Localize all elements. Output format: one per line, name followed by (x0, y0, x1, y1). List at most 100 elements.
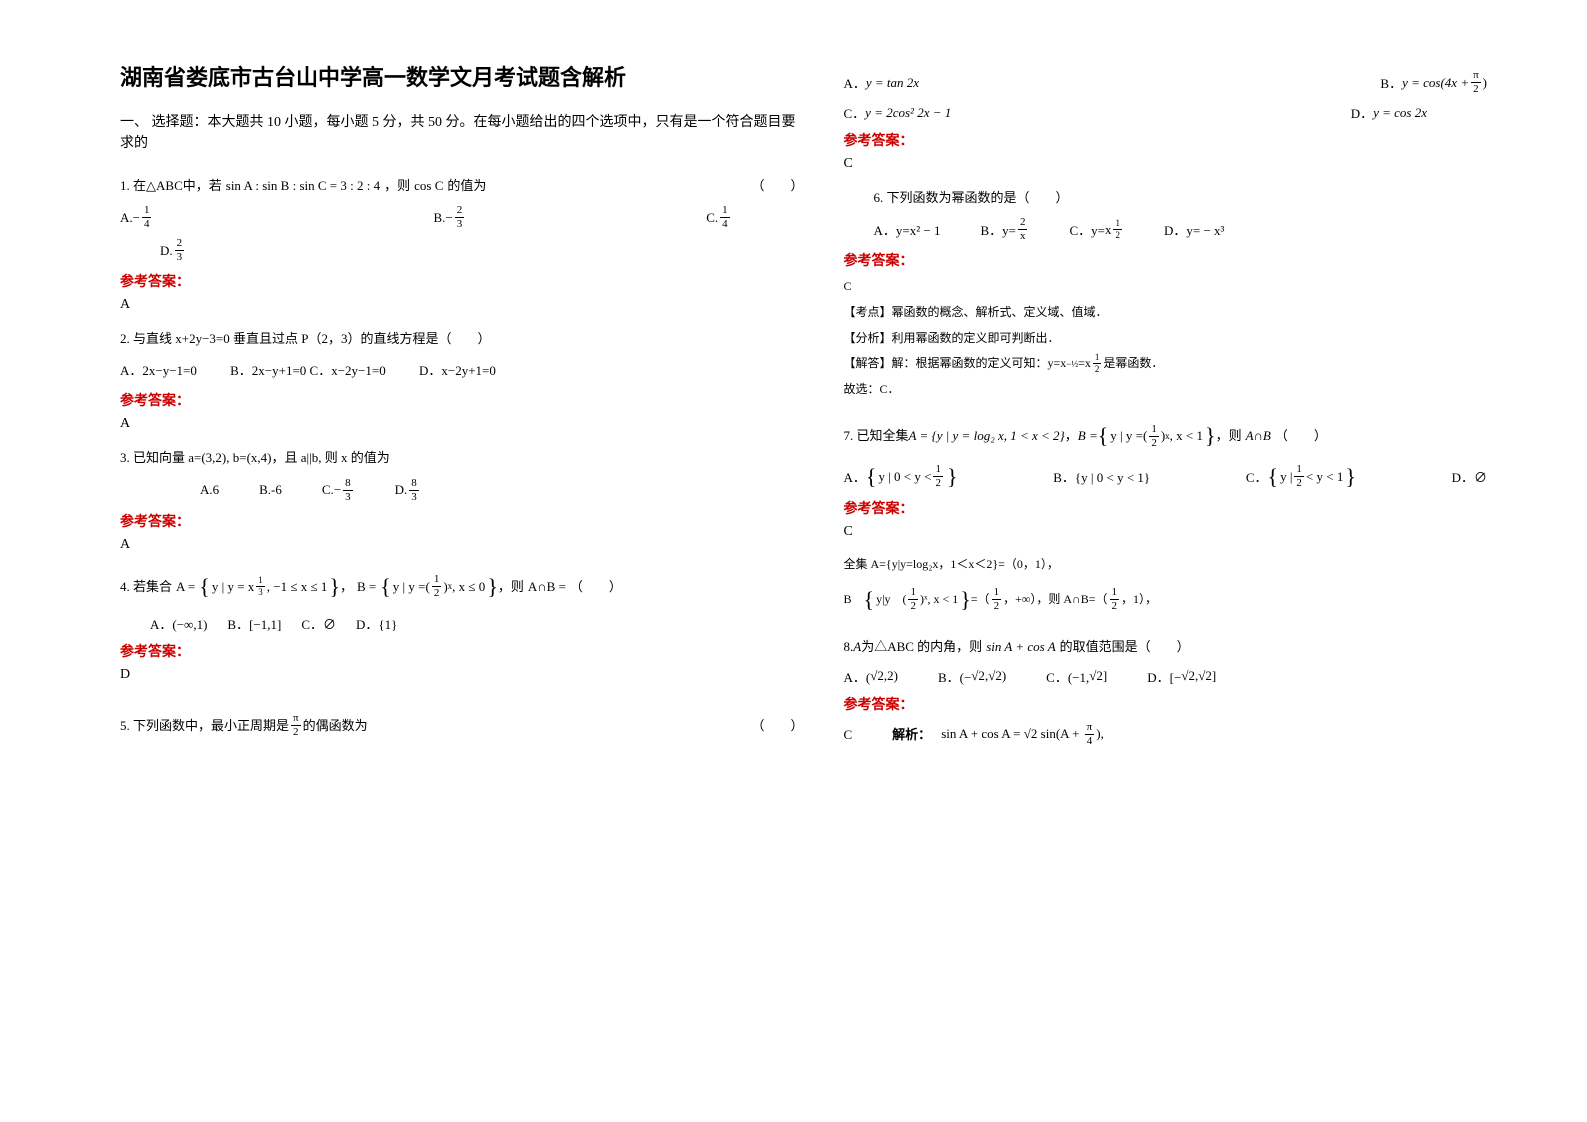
q6-C: C．y=x12 (1069, 219, 1124, 240)
q4-answer-label: 参考答案： (120, 641, 804, 661)
q8-optC: C．(−1,√2] (1046, 667, 1107, 686)
q3-C: C. − 83 (322, 478, 355, 503)
q2-D: D．x−2y+1=0 (419, 363, 496, 378)
q1-paren: （ ） (751, 174, 803, 197)
q1-B-sign: − (445, 210, 452, 226)
q1-stem: 1. 在 △ABC 中，若 sin A : sin B : sin C = 3 … (120, 174, 804, 197)
q4-Bset: y | y = (12)x , x ≤ 0 (380, 567, 498, 607)
q4-Blab: B = (357, 575, 376, 598)
q2-BC: B．2x−y+1=0 C．x−2y−1=0 (230, 363, 386, 378)
q2-answer: A (120, 416, 804, 432)
q8-optA: A．(√2,2) (844, 667, 898, 686)
q4-B-post: , x ≤ 0 (452, 575, 485, 598)
q5-paren: （ ） (751, 714, 803, 737)
q6-opts: A．y=x² − 1 B．y=2x C．y=x12 D．y= − x³ (874, 217, 1528, 242)
q4-A-exp: 13 (256, 576, 265, 597)
q1-optB: B. − 23 (433, 205, 466, 230)
q1-labD: D. (160, 243, 173, 259)
q4-optA: A．(−∞,1) (150, 614, 207, 633)
q3-labD: D. (395, 482, 408, 498)
q5-pre: 5. 下列函数中，最小正周期是 (120, 714, 289, 737)
q6-A: A．y=x² − 1 (874, 220, 941, 239)
q6-stem: 6. 下列函数为幂函数的是（ ） (874, 186, 1528, 209)
q6-D: D．y= − x³ (1164, 220, 1224, 239)
q4-A-post: , −1 ≤ x ≤ 1 (267, 575, 328, 598)
q8-stem: 8. A 为△ABC 的内角，则sin A + cos A 的取值范围是（ ） (844, 635, 1528, 658)
q1-options-row2: D. 23 (160, 238, 804, 263)
q3-stem: 3. 已知向量 a=(3,2), b=(x,4)，且 a||b, 则 x 的值为 (120, 446, 804, 469)
q2-A: A．2x−y−1=0 (120, 363, 197, 378)
q6-exp2: 【分析】利用幂函数的定义即可判断出． (844, 328, 1528, 350)
q6-answer-label: 参考答案： (844, 250, 1528, 270)
q7-line2: B y|y (12)ˣ, x < 1 =（12，+∞），则 A∩B=（12，1）… (844, 580, 1528, 620)
q7-answer: C (844, 524, 1528, 540)
q5-opts-row2: C．y = 2cos² 2x − 1 D．y = cos 2x (844, 103, 1528, 122)
q6-exp4: 故选：C． (844, 379, 1528, 401)
q6-ans: C (844, 276, 1528, 298)
q3-D-frac: 83 (409, 478, 419, 503)
q6-exp1: 【考点】幂函数的概念、解析式、定义域、值域． (844, 302, 1528, 324)
q4-tail: ，则 (498, 575, 524, 598)
q2-answer-label: 参考答案： (120, 390, 804, 410)
q4-opts: A．(−∞,1) B．[−1,1] C．∅ D．{1} (150, 614, 804, 633)
q1-target: cos C (414, 174, 443, 197)
q1-C-frac: 14 (720, 205, 730, 230)
q1-labC: C. (706, 210, 718, 226)
q3-D: D. 83 (395, 478, 421, 503)
q8-optB: B．(−√2,√2) (938, 667, 1006, 686)
q7-optA: A．y | 0 < y < 12 (844, 464, 958, 490)
q8-optD: D．[−√2,√2] (1147, 667, 1216, 686)
q5-stem: 5. 下列函数中，最小正周期是 π2 的偶函数为 （ ） (120, 713, 804, 738)
q1-optD: D. 23 (160, 238, 186, 263)
q5-period: π2 (291, 713, 301, 738)
q3-answer-label: 参考答案： (120, 511, 804, 531)
q7-optD: D．∅ (1452, 467, 1487, 486)
q5-answer-label: 参考答案： (844, 130, 1528, 150)
q7-lead: 7. 已知全集 (844, 424, 909, 447)
q7-Beq-pre: B = (1078, 424, 1098, 447)
q7-optC: C．y | 12 < y < 1 (1246, 464, 1356, 490)
q4-target: A∩B = (528, 575, 566, 598)
right-column: A．y = tan 2x B．y = cos(4x + π2) C．y = 2c… (824, 60, 1548, 1102)
q5-optC: C．y = 2cos² 2x − 1 (844, 103, 952, 122)
q8-ans: C (844, 723, 853, 746)
q1-answer-label: 参考答案： (120, 271, 804, 291)
q4-Alab: A = (176, 575, 195, 598)
q7-Bset: y | y = (12)x, x < 1 (1098, 416, 1216, 456)
doc-title: 湖南省娄底市古台山中学高一数学文月考试题含解析 (120, 60, 804, 92)
q1-optA: A. − 14 (120, 205, 153, 230)
q2-stem: 2. 与直线 x+2y−3=0 垂直且过点 P（2，3）的直线方程是（ ） (120, 327, 804, 350)
q7-optB: B．{y | 0 < y < 1} (1053, 467, 1150, 486)
q1-B-frac: 23 (455, 205, 465, 230)
q4-optC: C．∅ (301, 614, 336, 633)
q5-optB: B．y = cos(4x + π2) (1380, 70, 1487, 95)
q6-exp3: 【解答】解：根据幂函数的定义可知：y=x−½=x12是幂函数． (844, 353, 1528, 375)
q3-A: A.6 (200, 482, 219, 498)
q8-expl-label: 解析： (892, 723, 931, 746)
q4-A-pre: y | y = x (212, 575, 254, 598)
q7-line1: 全集 A={y|y=log₂x，1＜x＜2}=（0，1）， (844, 554, 1528, 576)
q7-opts: A．y | 0 < y < 12 B．{y | 0 < y < 1} C．y |… (844, 464, 1528, 490)
q3-answer: A (120, 537, 804, 553)
q8-answer-label: 参考答案： (844, 694, 1528, 714)
q8-opts: A．(√2,2) B．(−√2,√2) C．(−1,√2] D．[−√2,√2] (844, 667, 1528, 686)
q4-lead: 4. 若集合 (120, 575, 172, 598)
q1-labA: A. (120, 210, 133, 226)
q5-optD: D．y = cos 2x (1351, 103, 1427, 122)
q3-opts: A.6 B.-6 C. − 83 D. 83 (200, 478, 804, 503)
q7-Aeq: A = {y | y = log₂ x, 1 < x < 2} (909, 424, 1065, 447)
q4-Aset: y | y = x 13 , −1 ≤ x ≤ 1 (199, 567, 340, 607)
q7-paren: （ ） (1275, 424, 1327, 447)
q5-opts-row1: A．y = tan 2x B．y = cos(4x + π2) (844, 70, 1528, 95)
q8-expl: C 解析： sin A + cos A = √2 sin(A + π4), (844, 722, 1528, 748)
q1-optC: C. 14 (706, 205, 731, 230)
q3-C-frac: 83 (343, 478, 353, 503)
q7-target: A∩B (1246, 424, 1271, 447)
section-heading: 一、 选择题：本大题共 10 小题，每小题 5 分，共 50 分。在每小题给出的… (120, 112, 804, 154)
q1-pre: 1. 在 (120, 174, 146, 197)
q1-labB: B. (433, 210, 445, 226)
q3-C-sign: − (334, 482, 341, 498)
q5-answer: C (844, 156, 1528, 172)
q4-optB: B．[−1,1] (227, 614, 281, 633)
q3-B: B.-6 (259, 482, 282, 498)
